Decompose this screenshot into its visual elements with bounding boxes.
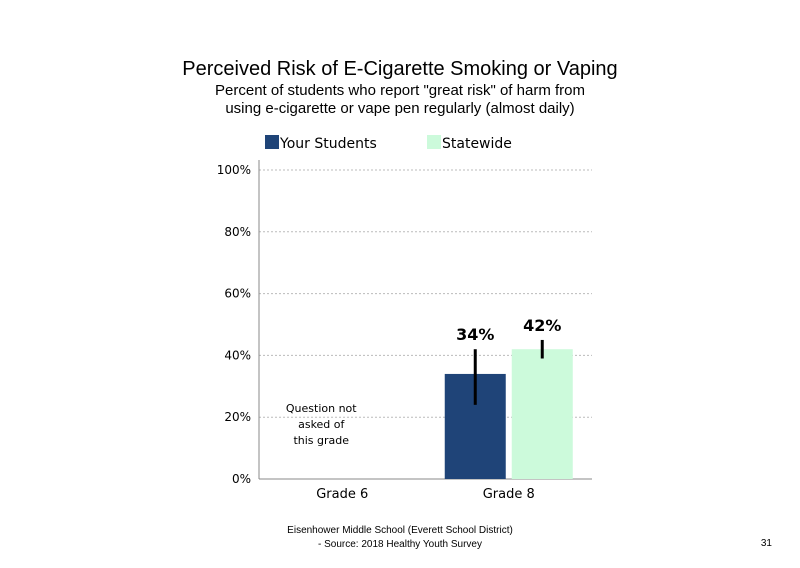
annotation-text: this grade	[293, 434, 349, 447]
y-tick-label: 40%	[224, 348, 251, 362]
y-tick-label: 20%	[224, 410, 251, 424]
legend-label: Your Students	[279, 136, 377, 152]
chart-title: Perceived Risk of E-Cigarette Smoking or…	[182, 58, 618, 80]
page-number: 31	[760, 538, 772, 549]
y-tick-label: 60%	[224, 287, 251, 301]
y-tick-label: 0%	[232, 472, 251, 486]
x-tick-label: Grade 8	[483, 487, 535, 502]
x-tick-label: Grade 6	[316, 487, 368, 502]
annotation-text: Question not	[286, 402, 357, 415]
subtitle-line-2: using e-cigarette or vape pen regularly …	[225, 100, 575, 117]
y-tick-label: 100%	[217, 163, 251, 177]
data-label: 42%	[523, 316, 561, 335]
footer-school: Eisenhower Middle School (Everett School…	[287, 525, 513, 536]
chart-subtitle: Percent of students who report "great ri…	[0, 82, 800, 118]
legend-swatch	[265, 135, 279, 149]
annotation-text: asked of	[298, 418, 345, 431]
legend-label: Statewide	[442, 136, 512, 152]
subtitle-line-1: Percent of students who report "great ri…	[215, 82, 585, 99]
bar	[511, 349, 573, 479]
y-tick-label: 80%	[224, 225, 251, 239]
footer-source: - Source: 2018 Healthy Youth Survey	[318, 539, 482, 550]
data-label: 34%	[456, 325, 494, 344]
legend-swatch	[427, 135, 441, 149]
footer: Eisenhower Middle School (Everett School…	[0, 524, 800, 552]
